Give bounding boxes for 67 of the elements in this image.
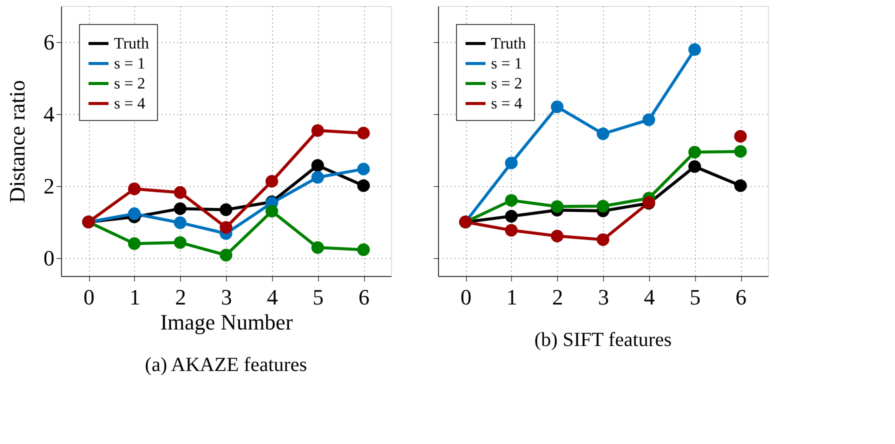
point [311,124,324,137]
point [505,156,518,170]
legend-label: s = 1 [491,56,522,72]
point [357,243,370,256]
point [220,203,232,216]
x-tick-label: 6 [358,284,370,310]
point [505,224,518,237]
x-axis-title: Image Number [160,310,294,334]
point [128,182,141,196]
legend-label: s = 2 [114,76,146,92]
x-tick-label: 1 [129,284,140,310]
point [688,146,701,158]
x-tick-label: 3 [221,284,232,310]
y-tick-label: 0 [44,246,54,270]
legend-label: Truth [114,36,149,52]
y-tick-label: 2 [44,174,54,198]
point [505,194,518,207]
point [688,43,701,56]
point [596,233,610,246]
point [128,237,141,250]
legend-label: s = 4 [491,96,522,112]
point [734,145,747,158]
legend-label: Truth [491,36,526,52]
x-tick-label: 3 [598,284,609,310]
point [174,236,186,249]
point [220,248,232,262]
x-tick-label: 2 [175,284,186,310]
point [550,200,564,213]
x-tick-label: 5 [690,284,701,310]
legend-label: s = 4 [114,96,146,112]
point [357,179,370,192]
point [128,207,141,220]
point [505,210,518,223]
point [357,162,370,176]
point [734,130,747,143]
x-tick-label: 1 [506,284,518,310]
legend-label: s = 2 [491,76,522,92]
point [174,216,186,230]
text: (b) SIFT features [534,329,672,351]
text: (a) AKAZE features [144,354,308,376]
x-tick-label: 6 [736,284,746,310]
y-axis-title: Distance ratio [4,80,30,203]
point [266,175,278,188]
point [734,179,747,192]
point [550,230,564,242]
point [311,159,324,172]
x-tick-label: 5 [312,284,324,310]
legend-label: s = 1 [114,56,146,72]
point [174,202,186,215]
y-tick-label: 4 [44,102,54,126]
point [174,186,186,199]
x-tick-label: 4 [644,284,655,310]
y-tick-label: 6 [44,30,54,54]
point [550,100,564,114]
x-tick-label: 2 [552,284,564,310]
point [357,126,370,140]
point [311,241,324,254]
x-tick-label: 0 [84,284,94,310]
point [688,160,701,173]
point [596,127,610,140]
point [311,171,324,184]
point [266,204,278,218]
point [220,221,232,234]
x-tick-label: 0 [460,284,472,310]
point [596,200,610,212]
x-tick-label: 4 [266,284,278,310]
point [642,113,656,126]
